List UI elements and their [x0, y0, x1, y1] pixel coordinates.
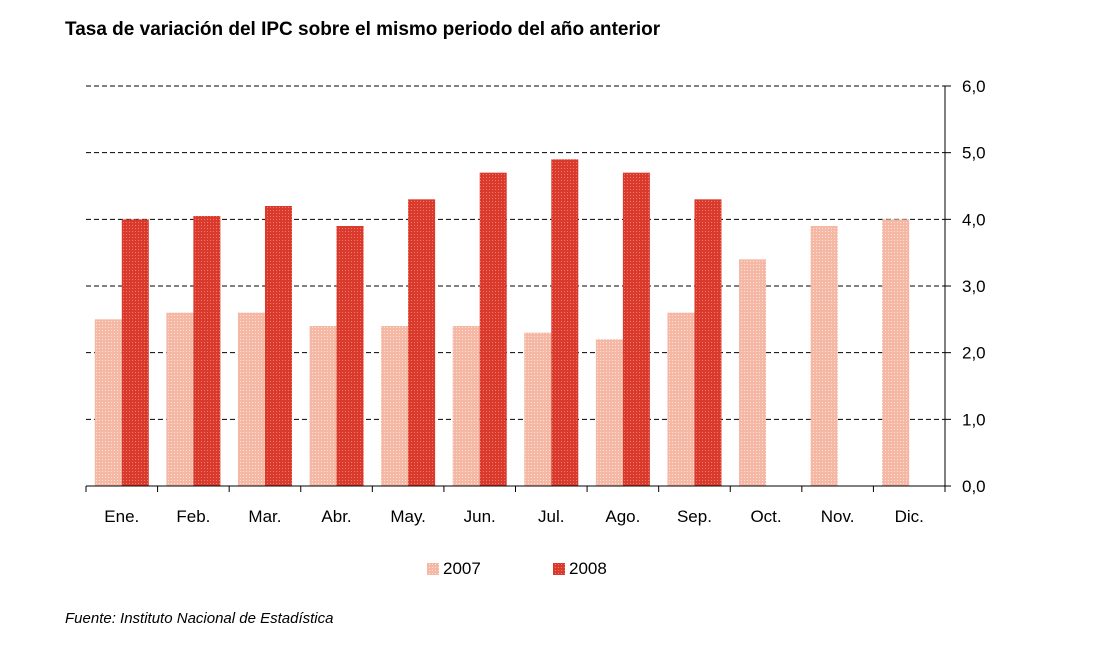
bar-2007-7: [595, 339, 623, 486]
y-tick-label: 2,0: [962, 344, 986, 363]
bar-2007-4: [381, 326, 409, 486]
x-tick-label: Feb.: [176, 507, 210, 526]
bar-2007-5: [452, 326, 480, 486]
bar-2007-9: [739, 259, 767, 486]
legend-label-2007: 2007: [443, 559, 481, 578]
y-tick-label: 1,0: [962, 410, 986, 429]
legend-label-2008: 2008: [569, 559, 607, 578]
y-tick-label: 0,0: [962, 477, 986, 496]
chart-title: Tasa de variación del IPC sobre el mismo…: [65, 19, 661, 40]
y-tick-label: 3,0: [962, 277, 986, 296]
bar-2008-1: [193, 216, 221, 486]
x-tick-label: May.: [390, 507, 426, 526]
source-note: Fuente: Instituto Nacional de Estadístic…: [65, 610, 334, 627]
bar-2007-10: [810, 226, 838, 486]
bar-2008-2: [264, 206, 292, 486]
legend-swatch-2008: [553, 563, 565, 575]
x-tick-label: Abr.: [321, 507, 351, 526]
bar-2007-11: [882, 219, 910, 487]
bar-2008-7: [622, 172, 650, 486]
y-tick-label: 5,0: [962, 144, 986, 163]
y-tick-label: 4,0: [962, 210, 986, 229]
axes: 0,0 1,0 2,0 3,0 4,0 5,0 6,0 Ene. Feb. Mar. Abr. May…: [85, 77, 986, 526]
bar-2008-6: [551, 159, 579, 487]
x-tick-label: Sep.: [677, 507, 712, 526]
x-tick-label: Mar.: [248, 507, 281, 526]
bar-2008-0: [121, 219, 149, 487]
legend: 2007 2008: [427, 559, 607, 578]
bar-2007-0: [94, 319, 122, 486]
bars: [94, 159, 910, 487]
x-tick-label: Jun.: [464, 507, 496, 526]
bar-2007-1: [166, 312, 194, 486]
bar-2008-4: [408, 199, 436, 487]
x-tick-label: Nov.: [821, 507, 855, 526]
bar-2007-8: [667, 312, 695, 486]
bar-2008-3: [336, 226, 364, 486]
x-tick-label: Ago.: [605, 507, 640, 526]
x-tick-label: Ene.: [104, 507, 139, 526]
bar-2007-3: [309, 326, 337, 486]
x-tick-label: Jul.: [538, 507, 564, 526]
bar-2008-8: [694, 199, 722, 487]
bar-2007-2: [237, 312, 265, 486]
bar-2007-6: [524, 332, 552, 486]
x-tick-label: Dic.: [895, 507, 924, 526]
x-tick-label: Oct.: [750, 507, 781, 526]
bar-2008-5: [479, 172, 507, 486]
gridlines: [86, 85, 945, 420]
y-tick-label: 6,0: [962, 77, 986, 96]
legend-swatch-2007: [427, 563, 439, 575]
